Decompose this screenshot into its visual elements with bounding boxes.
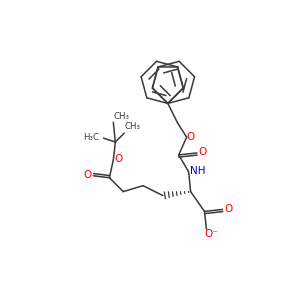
Text: O: O <box>198 147 207 157</box>
Text: O: O <box>114 154 122 164</box>
Text: O: O <box>224 204 232 214</box>
Text: CH₃: CH₃ <box>124 122 140 131</box>
Text: NH: NH <box>190 166 205 176</box>
Text: O: O <box>83 170 92 180</box>
Text: H₃C: H₃C <box>83 133 100 142</box>
Text: CH₃: CH₃ <box>113 112 129 121</box>
Text: O⁻: O⁻ <box>205 229 218 239</box>
Text: O: O <box>187 132 195 142</box>
